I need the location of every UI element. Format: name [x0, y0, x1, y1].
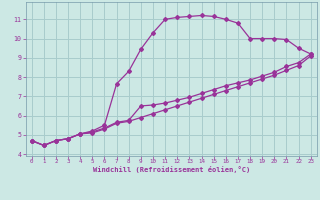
X-axis label: Windchill (Refroidissement éolien,°C): Windchill (Refroidissement éolien,°C): [92, 166, 250, 173]
